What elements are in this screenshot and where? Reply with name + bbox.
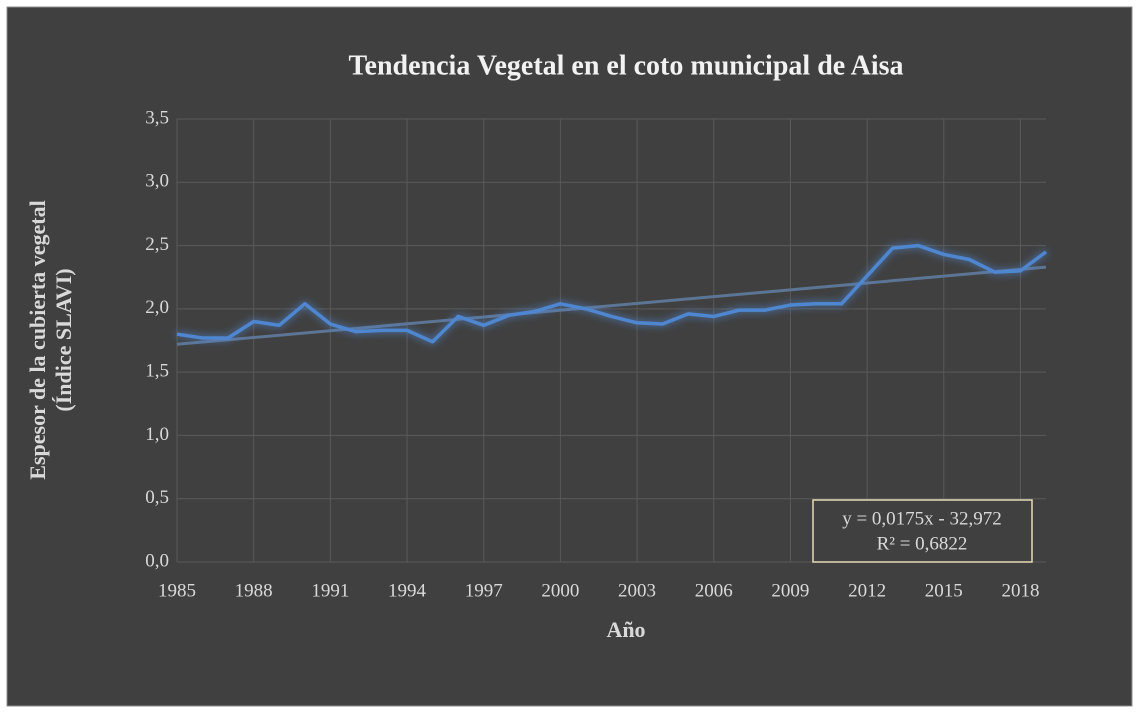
x-tick-label: 1991 — [311, 580, 349, 601]
trend-r2: R² = 0,6822 — [877, 533, 968, 554]
x-tick-label: 2015 — [925, 580, 963, 601]
y-tick-label: 0,5 — [145, 487, 169, 508]
x-tick-label: 2000 — [541, 580, 579, 601]
y-axis-label: Espesor de la cubierta vegetal — [25, 200, 50, 479]
y-tick-label: 0,0 — [145, 550, 169, 571]
chart-background — [6, 6, 1133, 707]
trendline — [176, 265, 1047, 346]
x-tick-label: 2018 — [1001, 580, 1039, 601]
y-tick-label: 2,5 — [145, 234, 169, 255]
y-tick-label: 3,0 — [145, 171, 169, 192]
chart-title: Tendencia Vegetal en el coto municipal d… — [348, 50, 903, 81]
x-tick-label: 2009 — [771, 580, 809, 601]
x-tick-label: 1997 — [465, 580, 503, 601]
x-tick-label: 1994 — [388, 580, 427, 601]
x-tick-label: 1988 — [235, 580, 273, 601]
x-tick-label: 1985 — [158, 580, 196, 601]
trend-equation-box — [812, 499, 1033, 563]
trend-equation: y = 0,0175x - 32,972 — [842, 508, 1002, 529]
data-line — [176, 243, 1048, 344]
y-tick-label: 3,5 — [145, 107, 169, 128]
y-tick-label: 1,0 — [145, 424, 169, 445]
x-axis-label: Año — [606, 617, 645, 642]
y-tick-label: 2,0 — [145, 297, 169, 318]
y-axis-label: (Índice SLAVI) — [51, 268, 76, 411]
x-tick-label: 2006 — [695, 580, 733, 601]
x-tick-label: 2003 — [618, 580, 656, 601]
y-tick-label: 1,5 — [145, 361, 169, 382]
x-tick-label: 2012 — [848, 580, 886, 601]
